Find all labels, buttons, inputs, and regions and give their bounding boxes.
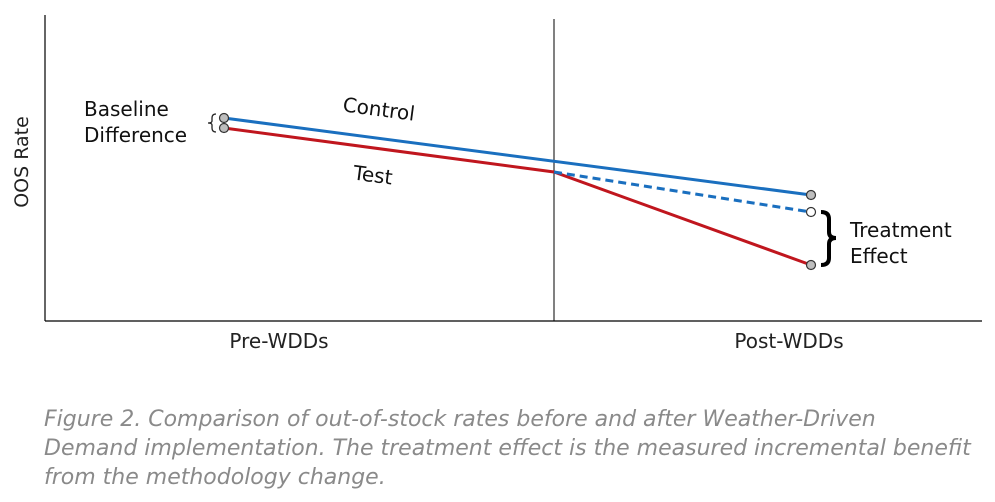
figure-caption: Figure 2. Comparison of out-of-stock rat…: [44, 407, 971, 490]
control-point-pre: [218, 112, 230, 124]
x-tick-label-pre: Pre-WDDs: [229, 329, 328, 353]
counterfactual-series-line: [553, 170, 812, 214]
test-series-line: [223, 126, 812, 267]
x-tick-label-post: Post-WDDs: [734, 329, 843, 353]
treatment-effect-label-line1: Treatment: [849, 218, 952, 242]
did-chart: OOS Rate Pre-WDDs Post-WDDs Control Test…: [11, 15, 982, 353]
control-series-label: Control: [342, 92, 417, 125]
baseline-difference-label-line1: Baseline: [84, 97, 169, 121]
control-series-line: [223, 116, 812, 197]
treatment-brace: [820, 210, 837, 267]
test-series-label: Test: [351, 160, 394, 189]
counterfactual-point-post: [805, 206, 817, 218]
baseline-brace: [207, 113, 217, 133]
control-point-post: [805, 189, 817, 201]
baseline-difference-label-line2: Difference: [84, 123, 187, 147]
treatment-effect-label-line2: Effect: [850, 244, 908, 268]
y-axis-label: OOS Rate: [11, 116, 33, 208]
test-point-pre: [218, 122, 230, 134]
test-point-post: [805, 259, 817, 271]
